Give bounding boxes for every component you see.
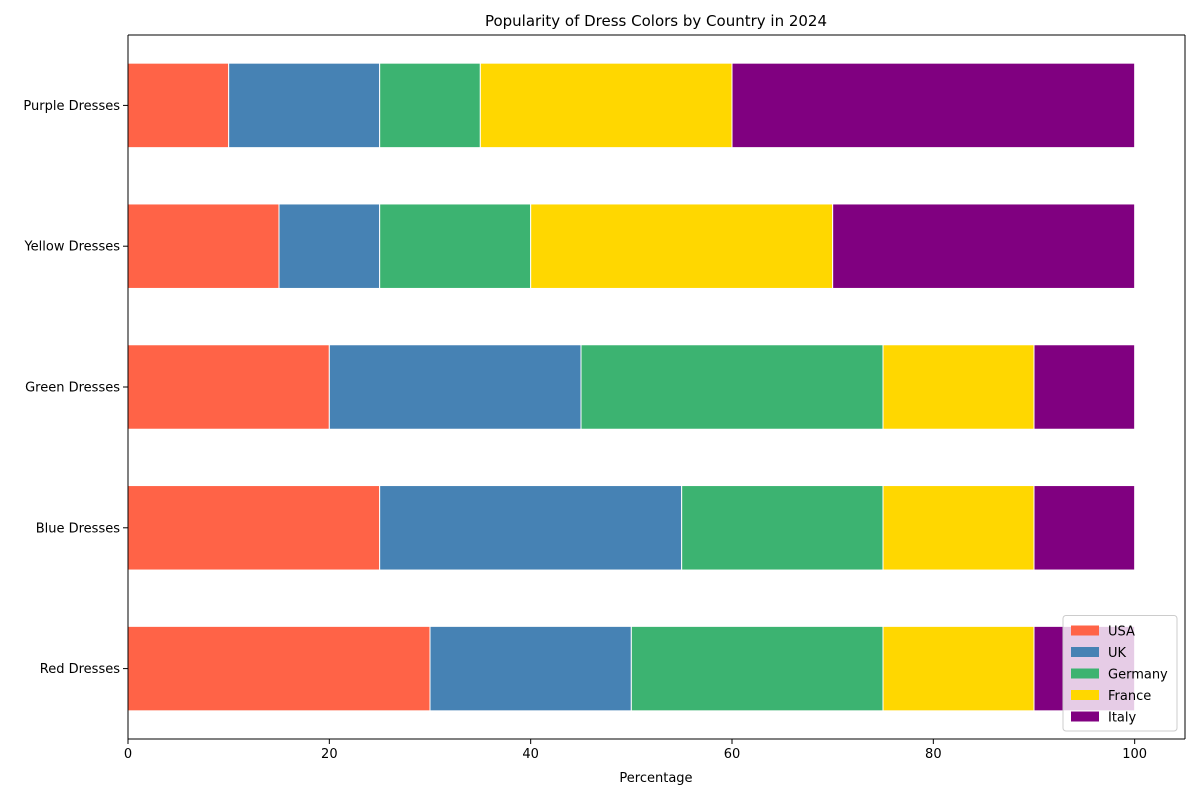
bar-france-yellow-dresses	[530, 203, 834, 289]
bar-uk-yellow-dresses	[278, 203, 381, 289]
x-tick-label: 100	[1122, 747, 1147, 762]
legend-box	[1062, 615, 1178, 732]
legend-label-usa: USA	[1108, 625, 1135, 640]
y-tick-label: Purple Dresses	[23, 99, 120, 114]
legend-swatch-france	[1071, 690, 1099, 700]
bar-uk-blue-dresses	[379, 485, 683, 571]
bar-usa-purple-dresses	[127, 62, 230, 149]
legend-label-germany: Germany	[1108, 668, 1168, 683]
y-tick-label: Blue Dresses	[36, 521, 121, 536]
x-tick-label: 40	[522, 747, 539, 762]
y-tick-label: Yellow Dresses	[23, 240, 120, 255]
bar-germany-red-dresses	[630, 625, 884, 712]
x-tick-label: 0	[124, 747, 132, 762]
bar-usa-red-dresses	[127, 625, 431, 712]
x-tick-label: 80	[925, 747, 942, 762]
legend: USA UK Germany France Italy	[1062, 615, 1178, 732]
bar-france-blue-dresses	[882, 485, 1035, 571]
bar-italy-yellow-dresses	[832, 203, 1136, 289]
x-tick-label: 20	[321, 747, 338, 762]
legend-label-italy: Italy	[1108, 711, 1137, 726]
bar-usa-yellow-dresses	[127, 203, 280, 289]
y-tick-label: Red Dresses	[40, 662, 120, 677]
bar-germany-purple-dresses	[379, 62, 481, 149]
bar-italy-green-dresses	[1033, 344, 1136, 430]
x-axis-title: Percentage	[619, 771, 692, 786]
legend-swatch-italy	[1071, 711, 1099, 722]
x-tick-label: 60	[724, 747, 741, 762]
legend-label-uk: UK	[1108, 646, 1127, 661]
legend-swatch-uk	[1071, 647, 1099, 657]
chart-title: Popularity of Dress Colors by Country in…	[485, 12, 827, 30]
bar-germany-yellow-dresses	[379, 203, 532, 289]
bar-france-red-dresses	[882, 625, 1035, 712]
legend-swatch-germany	[1071, 668, 1099, 679]
bar-italy-blue-dresses	[1033, 485, 1136, 571]
bar-germany-green-dresses	[580, 344, 884, 430]
bar-usa-green-dresses	[127, 344, 330, 430]
bar-uk-purple-dresses	[228, 62, 381, 149]
legend-swatch-usa	[1071, 625, 1099, 636]
axes-layer: 0 20 40 60 80 100 Red Dresses Blue Dresses Green…	[23, 34, 1186, 762]
y-tick-label: Green Dresses	[25, 381, 120, 396]
bar-uk-red-dresses	[429, 625, 632, 712]
bar-usa-blue-dresses	[127, 485, 381, 571]
legend-label-france: France	[1108, 689, 1151, 704]
bar-italy-purple-dresses	[731, 62, 1136, 149]
bar-france-green-dresses	[882, 344, 1035, 430]
bars-layer	[127, 62, 1136, 712]
bar-france-purple-dresses	[479, 62, 733, 149]
bar-germany-blue-dresses	[681, 485, 884, 571]
bar-uk-green-dresses	[328, 344, 582, 430]
